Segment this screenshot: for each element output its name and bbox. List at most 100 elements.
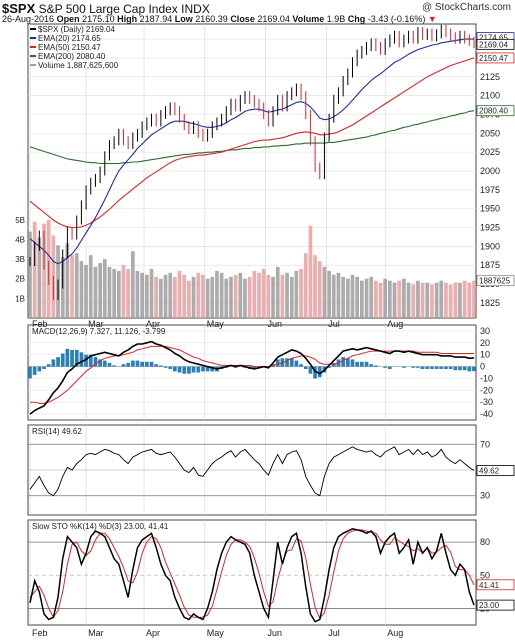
macd-histogram-bar [420, 366, 425, 369]
rsi-line [29, 446, 475, 497]
volume-bar [299, 268, 303, 318]
macd-histogram-bar [331, 363, 336, 367]
volume-bar [392, 282, 397, 318]
macd-histogram-bar [102, 360, 107, 367]
macd-histogram-bar [289, 358, 294, 367]
macd-histogram-bar [46, 364, 51, 367]
volume-bar [177, 270, 182, 318]
macd-histogram-bar [327, 366, 331, 368]
macd-histogram-bar [65, 348, 70, 367]
tag-ema20: 2174.65 [479, 34, 508, 43]
volume-bar [411, 284, 416, 318]
macd-histogram-bar [79, 352, 84, 367]
macd-histogram-bar [416, 366, 420, 368]
volume-bar [84, 265, 88, 318]
macd-histogram-bar [126, 363, 130, 367]
bottom-month-label-mar: Mar [88, 628, 104, 638]
volume-bar [313, 255, 317, 318]
macd-histogram-bar [364, 361, 369, 367]
volume-bar [112, 268, 116, 318]
volume-bar [98, 263, 102, 318]
volume-bar [201, 274, 205, 318]
volume-bar [126, 268, 130, 318]
volume-bar [74, 253, 79, 318]
volume-bar [173, 276, 177, 318]
volume-bar [187, 280, 191, 318]
volume-bar [135, 270, 140, 318]
volume-bar [458, 282, 462, 318]
macd-histogram-bar [173, 366, 177, 372]
volume-bar [145, 274, 149, 318]
macd-histogram-bar [70, 349, 74, 367]
price-tick-5: 1950 [480, 204, 500, 214]
legend-volume: Volume 1,887,625,600 [38, 61, 119, 70]
volume-bar [317, 261, 322, 318]
volume-bar [448, 284, 453, 318]
macd-histogram-bar [60, 353, 65, 367]
volume-bar [65, 243, 70, 318]
macd-histogram-bar [313, 366, 317, 379]
volume-bar [233, 274, 238, 318]
volume-bar [107, 266, 112, 318]
macd-histogram-bar [280, 358, 285, 367]
bottom-month-label-jul: Jul [328, 628, 340, 638]
volume-bar [257, 272, 261, 318]
macd-histogram-bar [159, 365, 163, 367]
macd-histogram-bar [425, 366, 430, 369]
volume-bar [355, 276, 359, 318]
macd-histogram-bar [303, 366, 308, 369]
bottom-month-label-may: May [207, 628, 225, 638]
macd-histogram-bar [430, 366, 434, 369]
rsi-tick-2: 30 [480, 491, 490, 501]
price-tick-7: 2000 [480, 166, 500, 176]
volume-bar [285, 272, 289, 318]
macd-histogram-bar [210, 366, 215, 372]
macd-histogram-bar [168, 366, 173, 369]
volume-bar [331, 274, 336, 318]
volume-bar [121, 265, 126, 318]
price-tick-9: 2050 [480, 128, 500, 138]
exchange: INDX [181, 2, 210, 16]
volume-bar [79, 261, 84, 318]
rsi-label: RSI(14) 49.62 [32, 427, 82, 436]
macd-histogram-bar [154, 364, 158, 367]
tag-rsi: 49.62 [479, 467, 500, 476]
volume-bar [360, 280, 364, 318]
macd-histogram-bar [453, 366, 458, 371]
month-label-jun: Jun [268, 319, 283, 329]
volume-bar [369, 276, 373, 318]
tag-ema200-box [476, 105, 515, 117]
volume-bar [406, 282, 411, 318]
volume-bar [266, 274, 271, 318]
stats-row: 26-Aug-2016 Open 2175.10 High 2187.94 Lo… [2, 14, 437, 24]
bottom-month-label-jun: Jun [268, 628, 283, 638]
volume-bar [32, 221, 37, 318]
volume-bar [168, 272, 173, 318]
volume-bar [37, 237, 42, 318]
down-arrow-icon: ▼ [427, 14, 437, 24]
tag-sto-d: 41.41 [479, 581, 500, 590]
month-label-feb: Feb [32, 319, 48, 329]
macd-histogram-bar [149, 361, 154, 367]
sto-tick-0: 80 [480, 537, 490, 547]
macd-histogram-bar [439, 366, 444, 369]
macd-label: MACD(12,26,9) 7.327, 11.126, -3.799 [32, 327, 166, 336]
macd-histogram-bar [472, 366, 476, 372]
volume-bar [219, 272, 224, 318]
volume-bar [388, 280, 392, 318]
date: 26-Aug-2016 [2, 14, 55, 24]
volume-bar [131, 251, 135, 318]
macd-histogram-bar [163, 366, 168, 368]
symbol: $SPX [2, 1, 36, 16]
macd-histogram-bar [383, 366, 387, 368]
close-value: 2169.04 [257, 14, 290, 24]
legend-ema200: EMA(200) 2080.40 [38, 52, 106, 61]
macd-histogram-bar [294, 360, 299, 367]
macd-histogram-bar [191, 366, 196, 373]
tag-ema50-box [476, 52, 515, 64]
low-label: Low [174, 14, 193, 24]
volume-tick-4: 5B [15, 216, 25, 225]
volume-bar [159, 278, 163, 318]
ema200-line [29, 110, 475, 165]
volume-bar [140, 272, 144, 318]
